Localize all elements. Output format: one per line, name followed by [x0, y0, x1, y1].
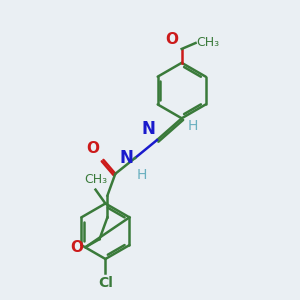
Text: CH₃: CH₃: [196, 37, 220, 50]
Text: H: H: [137, 168, 148, 182]
Text: N: N: [141, 120, 155, 138]
Text: O: O: [166, 32, 179, 47]
Text: Cl: Cl: [98, 276, 113, 290]
Text: H: H: [188, 119, 198, 133]
Text: O: O: [86, 141, 100, 156]
Text: O: O: [70, 240, 84, 255]
Text: N: N: [119, 149, 133, 167]
Text: CH₃: CH₃: [84, 173, 107, 186]
